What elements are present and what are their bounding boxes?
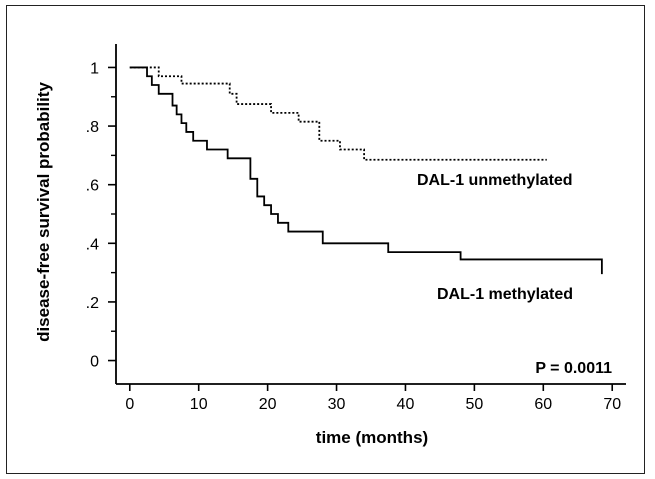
series-unmethylated-line bbox=[129, 66, 547, 161]
x-tick-label: 70 bbox=[603, 396, 621, 413]
y-tick-label: .8 bbox=[86, 119, 99, 136]
y-axis-label: disease-free survival probability bbox=[34, 82, 53, 342]
label-unmethylated: DAL-1 unmethylated bbox=[417, 172, 573, 189]
figure-frame bbox=[6, 5, 645, 474]
x-axis-label: time (months) bbox=[316, 428, 428, 447]
x-tick-label: 50 bbox=[465, 396, 483, 413]
x-tick-label: 20 bbox=[259, 396, 277, 413]
y-tick-label: 0 bbox=[90, 354, 99, 371]
x-tick-label: 30 bbox=[328, 396, 346, 413]
series-layer bbox=[129, 66, 603, 275]
y-tick-label: .4 bbox=[86, 236, 99, 253]
ticks: 0 10 20 30 40 50 60 70 0 .2 .4 .6 .8 1 bbox=[86, 60, 622, 413]
axes bbox=[115, 44, 626, 385]
y-tick-label: 1 bbox=[90, 60, 99, 77]
p-value-annotation: P = 0.0011 bbox=[535, 360, 612, 377]
label-methylated: DAL-1 methylated bbox=[437, 286, 573, 303]
x-tick-label: 40 bbox=[397, 396, 415, 413]
x-tick-label: 10 bbox=[190, 396, 208, 413]
x-tick-label: 0 bbox=[125, 396, 134, 413]
y-tick-label: .2 bbox=[86, 295, 99, 312]
y-tick-label: .6 bbox=[86, 178, 99, 195]
series-methylated-line bbox=[129, 66, 603, 275]
x-tick-label: 60 bbox=[534, 396, 552, 413]
